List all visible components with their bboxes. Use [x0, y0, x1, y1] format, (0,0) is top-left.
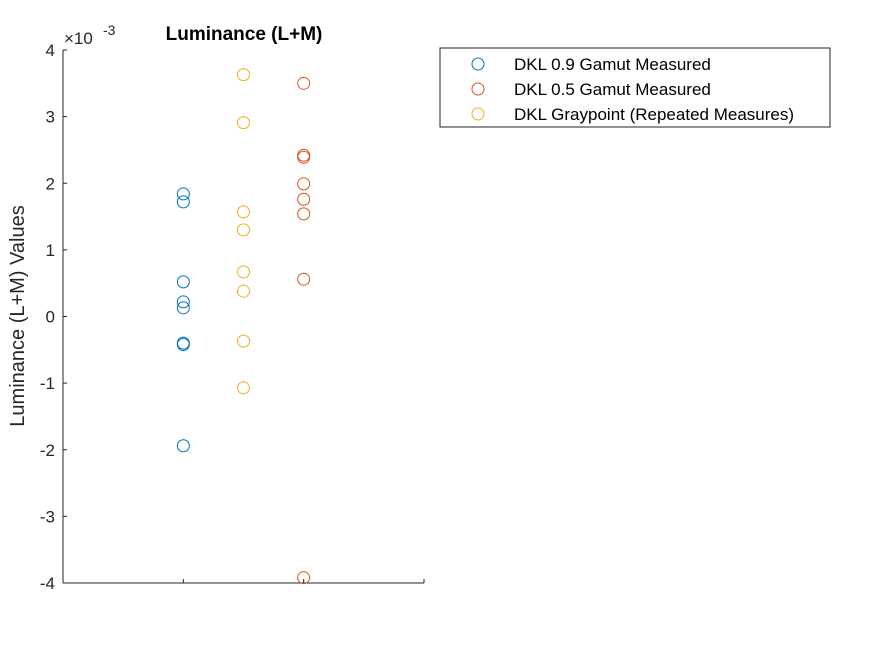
y-tick-label: 3 [46, 108, 55, 127]
data-point [176, 301, 190, 315]
plot-axes [62, 50, 425, 584]
data-point [297, 272, 311, 286]
y-tick-label: 1 [46, 241, 55, 260]
y-tick-label: -4 [40, 574, 55, 593]
data-point [237, 223, 250, 237]
y-axis-label: Luminance (L+M) Values [7, 205, 29, 426]
data-point [237, 205, 250, 219]
y-tick-label: -3 [40, 507, 55, 526]
data-point [237, 334, 250, 348]
chart-title: Luminance (L+M) [166, 24, 323, 45]
y-exponent-power: -3 [103, 22, 116, 38]
data-point [176, 295, 190, 309]
legend: DKL 0.9 Gamut Measured DKL 0.5 Gamut Meas… [439, 47, 831, 128]
legend-marker [471, 82, 485, 96]
data-point [237, 68, 250, 82]
data-point [176, 275, 190, 289]
data-point [237, 284, 250, 298]
data-point [297, 571, 311, 585]
legend-marker [471, 107, 485, 121]
data-point [297, 76, 311, 90]
legend-box [439, 47, 831, 128]
data-point [176, 195, 190, 209]
data-point [176, 187, 190, 201]
data-point [297, 150, 311, 164]
data-point [237, 265, 250, 279]
data-point [176, 439, 190, 453]
legend-marker [471, 57, 485, 71]
y-tick-label: 4 [46, 41, 55, 60]
legend-label: DKL 0.5 Gamut Measured [514, 80, 711, 99]
y-exponent: ×10 -3 [64, 22, 116, 48]
data-points [176, 68, 311, 585]
y-tick-label: -1 [40, 374, 55, 393]
data-point [297, 192, 311, 206]
data-point [237, 116, 250, 130]
y-tick-label: -2 [40, 441, 55, 460]
data-point [297, 207, 311, 221]
legend-label: DKL Graypoint (Repeated Measures) [514, 105, 794, 124]
y-tick-label: 2 [46, 174, 55, 193]
data-point [297, 177, 311, 191]
y-tick-label: 0 [46, 308, 55, 327]
y-ticks: -4 -3 -2 -1 0 1 2 3 4 [40, 41, 67, 593]
legend-label: DKL 0.9 Gamut Measured [514, 55, 711, 74]
data-point [237, 381, 250, 395]
y-exponent-base: ×10 [64, 29, 93, 48]
data-point [176, 337, 190, 351]
